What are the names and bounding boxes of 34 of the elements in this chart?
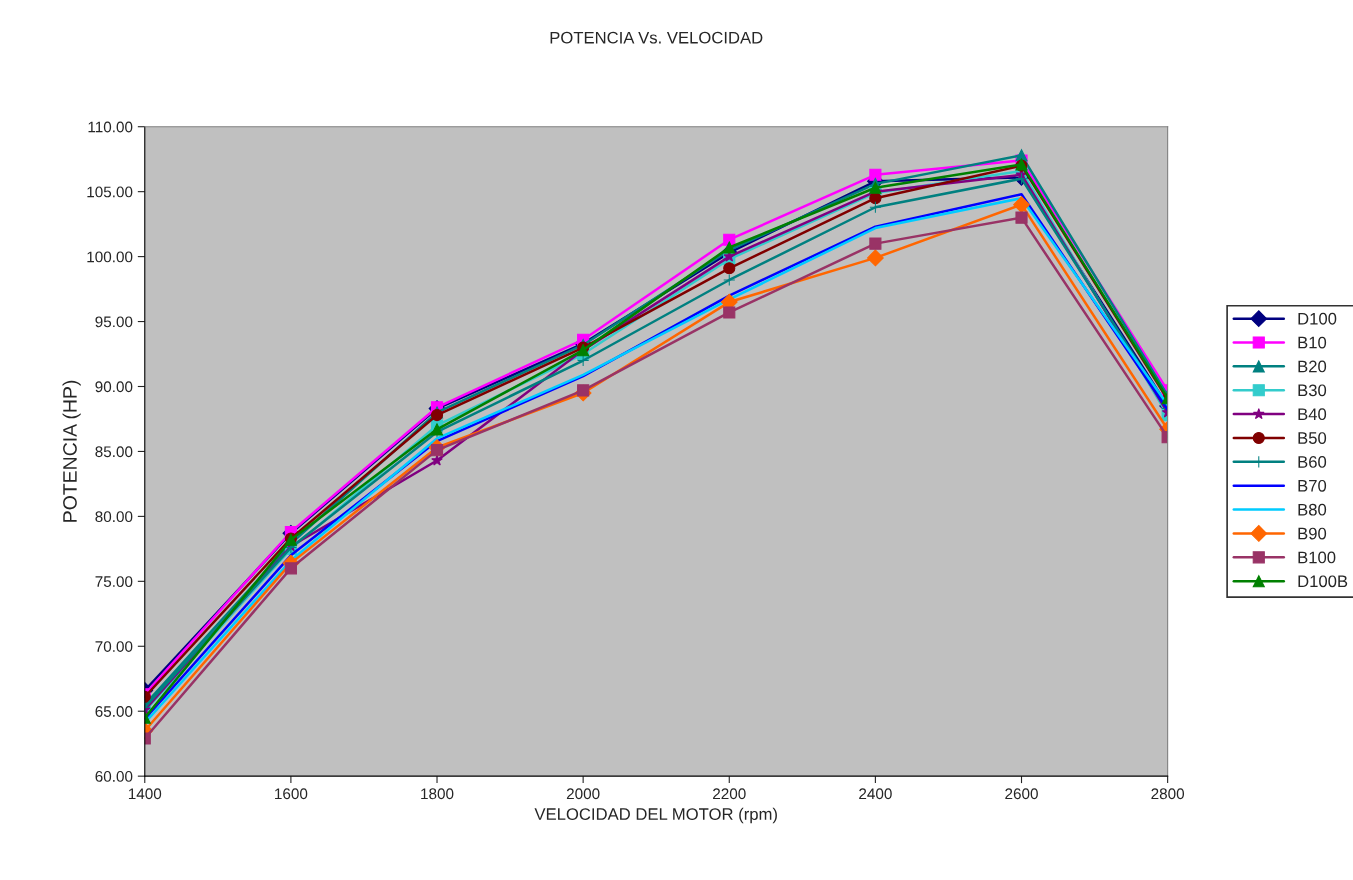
x-tick-label: 2000 [566,788,600,800]
x-tick-label: 2800 [1151,788,1185,800]
legend-label: D100 [1298,312,1337,325]
legend-label: B70 [1298,479,1327,492]
y-tick-label: 90.00 [95,381,133,393]
y-tick-label: 105.00 [87,186,133,198]
y-tick-label: 70.00 [95,641,133,652]
x-tick-label: 1800 [421,788,454,800]
legend-label: D100B [1298,575,1348,588]
x-tick-label: 2200 [713,788,746,800]
y-tick-label: 100.00 [87,251,133,263]
legend-label: B50 [1298,432,1327,444]
legend-label: B30 [1298,384,1327,397]
legend-label: B20 [1298,360,1327,373]
legend-label: B10 [1298,336,1327,349]
x-tick-label: 2400 [859,788,892,800]
legend-label: B100 [1298,551,1336,564]
y-tick-label: 85.00 [95,446,133,458]
y-tick-label: 110.00 [88,121,133,133]
y-tick-label: 75.00 [95,576,133,588]
legend-label: B40 [1298,408,1327,421]
x-tick-label: 1600 [275,788,308,800]
x-tick-label: 1400 [128,788,162,800]
legend-label: B90 [1298,527,1327,540]
y-tick-label: 65.00 [95,706,133,717]
y-tick-label: 95.00 [95,316,133,328]
legend-label: B60 [1298,456,1327,468]
y-axis-title: POTENCIA (HP) [62,380,81,522]
x-tick-label: 2600 [1005,788,1038,800]
x-axis-title: VELOCIDAD DEL MOTOR (rpm) [534,807,777,824]
legend-label: B80 [1298,503,1327,516]
y-tick-label: 80.00 [95,511,133,523]
y-tick-label: 60.00 [95,771,133,782]
chart-title: POTENCIA Vs. VELOCIDAD [550,31,763,44]
